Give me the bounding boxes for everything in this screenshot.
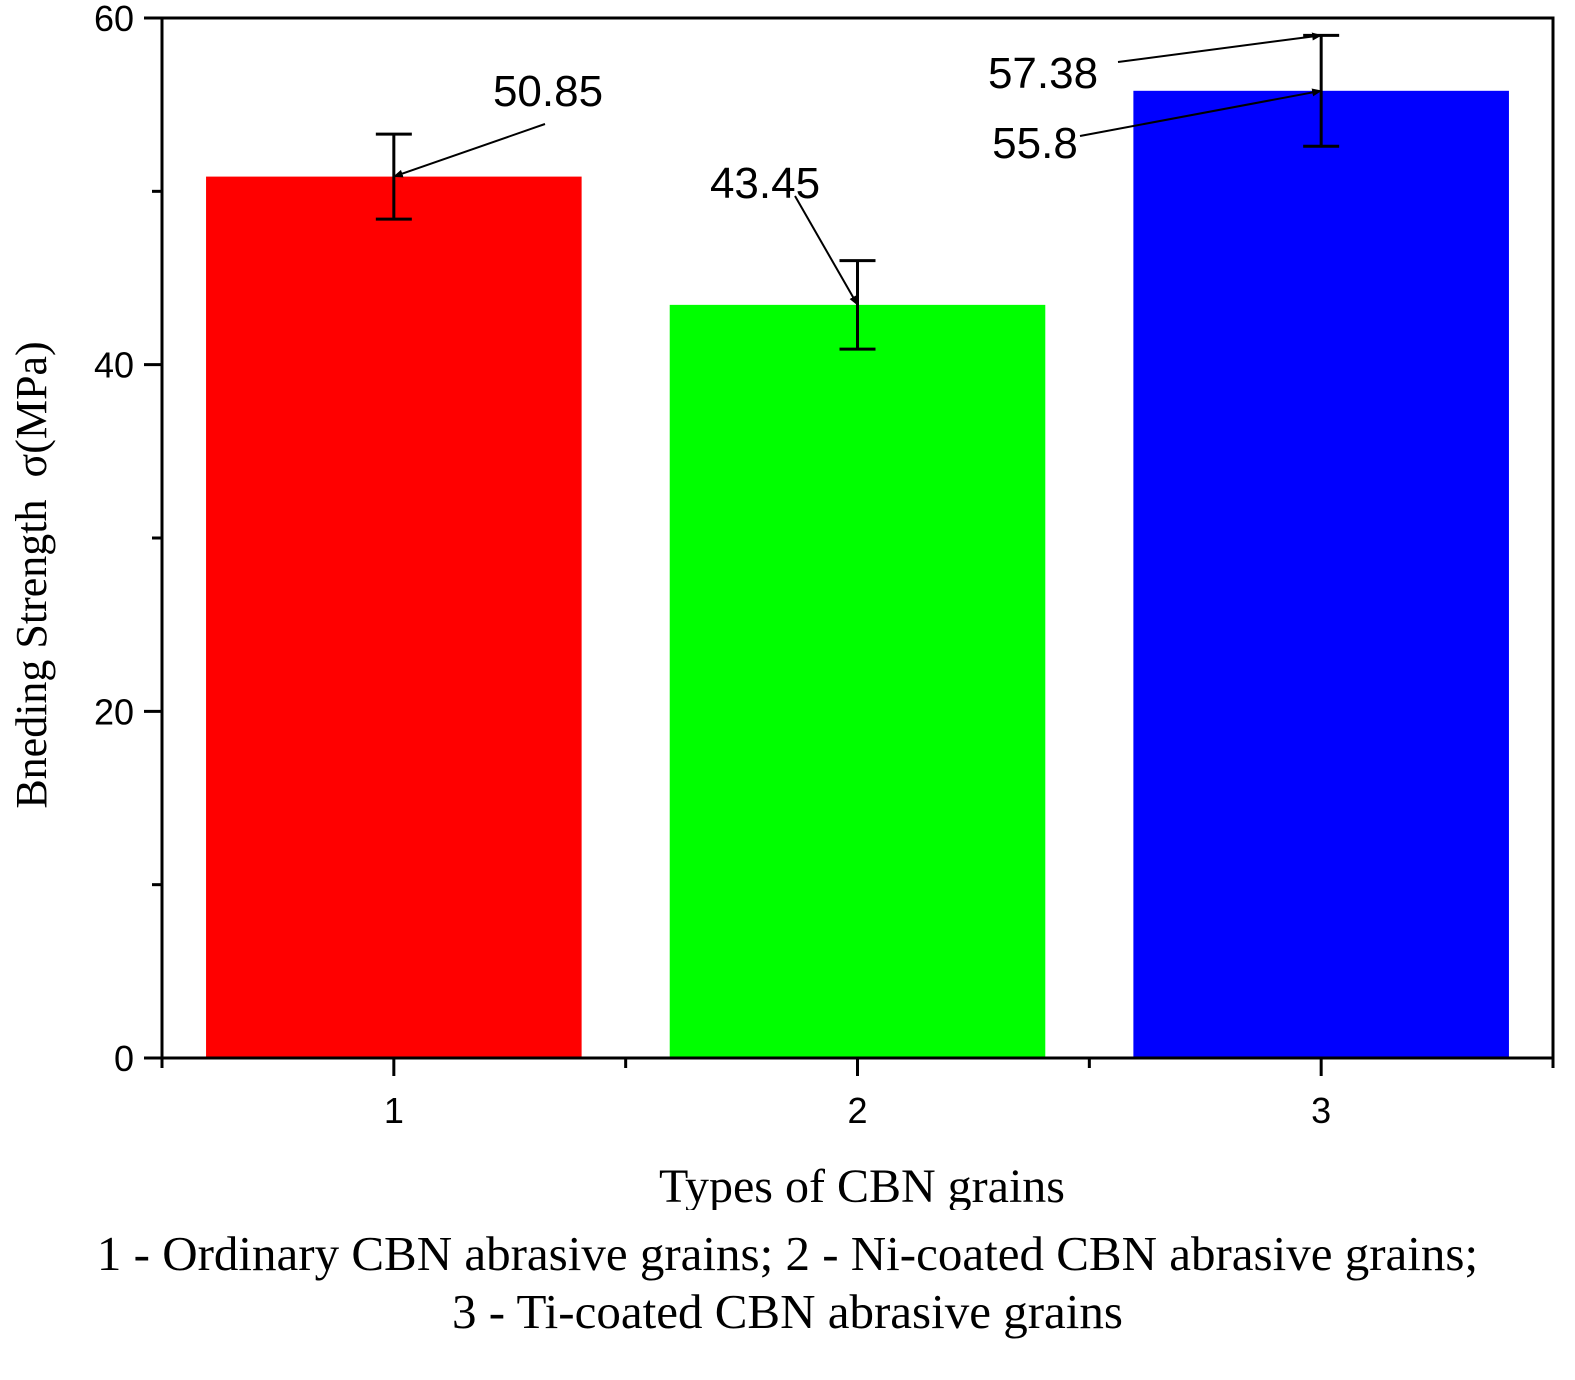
y-tick-label-20: 20 (94, 691, 134, 732)
y-axis-label: Bneding Strength σ(MPa) (7, 341, 56, 808)
caption-line-1: 1 - Ordinary CBN abrasive grains; 2 - Ni… (96, 1226, 1479, 1281)
y-tick-label-0: 0 (114, 1038, 134, 1079)
annotation-arrow-2 (1117, 32, 1323, 63)
bending-strength-chart: 0 20 40 60 1 2 3 50.85 43.45 57.38 55.8 Types of… (7, 0, 1555, 1210)
x-tick-label-1: 1 (384, 1090, 404, 1131)
annotation-arrow-3 (1079, 88, 1323, 137)
annotations-group: 50.85 43.45 57.38 55.8 (392, 32, 1323, 306)
bars-group (206, 90, 1509, 1059)
x-tick-label-2: 2 (847, 1090, 867, 1131)
annotation-arrow-1 (794, 195, 859, 306)
y-tick-label-40: 40 (94, 345, 134, 386)
x-tick-label-3: 3 (1311, 1090, 1331, 1131)
bar-3 (1133, 90, 1509, 1059)
y-axis: 0 20 40 60 (94, 0, 162, 1079)
y-tick-label-60: 60 (94, 0, 134, 39)
annotation-label-2: 57.38 (988, 49, 1098, 98)
bar-2 (669, 304, 1046, 1058)
annotation-label-0: 50.85 (493, 67, 603, 116)
caption-line-2: 3 - Ti-coated CBN abrasive grains (452, 1284, 1123, 1339)
annotation-label-1: 43.45 (710, 159, 820, 208)
annotation-arrow-0 (392, 123, 546, 178)
figure-caption: 1 - Ordinary CBN abrasive grains; 2 - Ni… (0, 1225, 1575, 1341)
x-axis: 1 2 3 (160, 1058, 1555, 1131)
x-axis-label: Types of CBN grains (659, 1160, 1065, 1210)
bar-1 (206, 176, 582, 1059)
annotation-label-3: 55.8 (992, 119, 1078, 168)
